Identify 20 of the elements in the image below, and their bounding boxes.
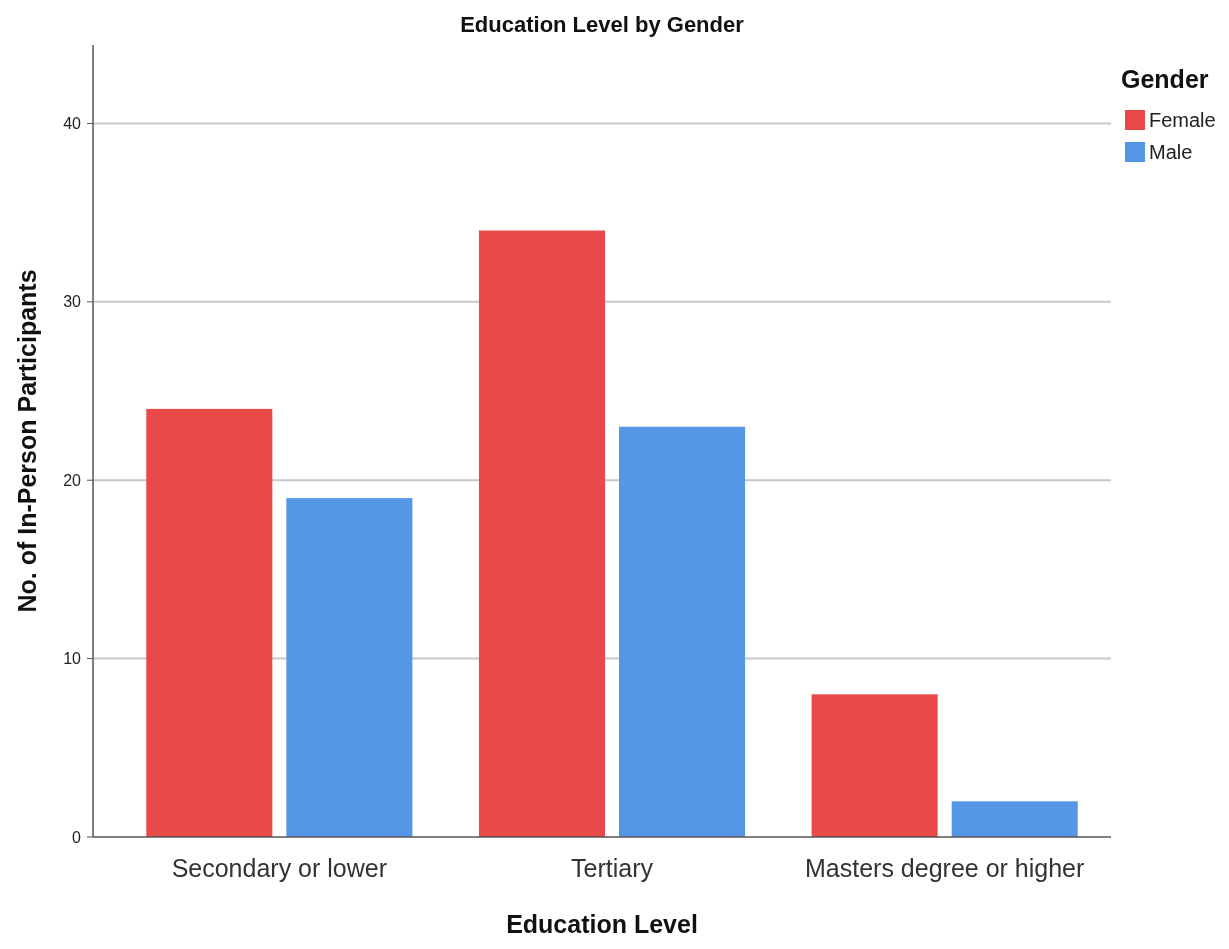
legend-label: Female: [1149, 109, 1216, 131]
legend-title: Gender: [1121, 65, 1209, 93]
bar: [619, 426, 746, 837]
x-tick-label: Masters degree or higher: [805, 854, 1085, 882]
x-tick-label: Secondary or lower: [171, 854, 388, 882]
bar: [951, 801, 1078, 837]
bar: [146, 408, 273, 837]
x-axis-title: Education Level: [506, 910, 698, 938]
y-tick-label: 10: [63, 650, 82, 668]
bar: [478, 230, 605, 837]
x-tick-label: Tertiary: [571, 854, 654, 882]
y-tick-label: 30: [63, 293, 82, 311]
y-tick-label: 0: [72, 828, 82, 846]
legend-label: Male: [1149, 141, 1193, 163]
y-axis-title: No. of In-Person Participants: [13, 269, 41, 613]
y-tick-label: 40: [63, 115, 82, 133]
bar: [286, 498, 413, 837]
bar: [811, 694, 938, 837]
chart-title: Education Level by Gender: [460, 12, 745, 37]
y-tick-label: 20: [63, 471, 82, 489]
